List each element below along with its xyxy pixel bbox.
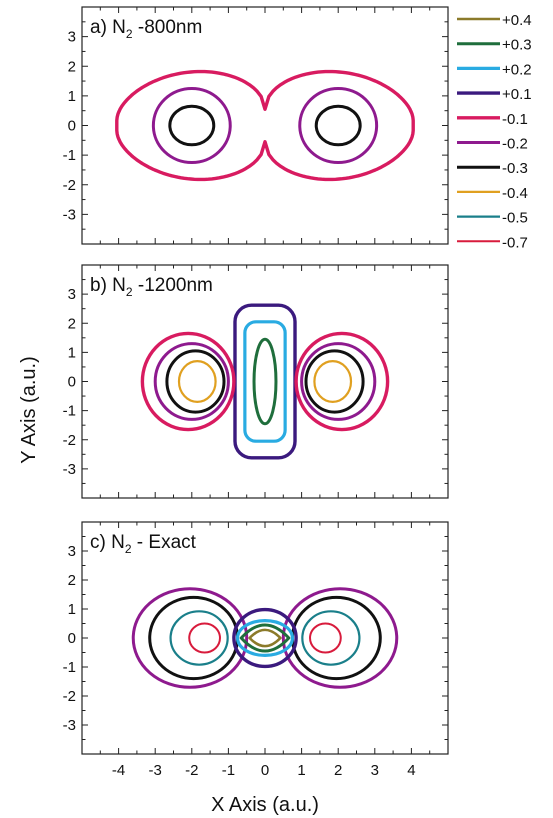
- contour-plus0-3: [252, 337, 278, 426]
- legend-label: +0.2: [502, 61, 532, 78]
- contour-plus0-3: [239, 623, 291, 653]
- y-tick-label: 1: [68, 344, 76, 361]
- panel-title-rest: - Exact: [132, 532, 197, 553]
- contour-minus0-2: [300, 342, 377, 421]
- contour-minus0-3: [314, 104, 362, 147]
- x-axis-label: X Axis (a.u.): [211, 794, 319, 816]
- x-tick-label: -4: [112, 762, 125, 779]
- contour-minus0-3: [148, 595, 240, 681]
- contour-minus0-2: [153, 342, 230, 421]
- plot-frame: [81, 264, 449, 499]
- y-tick-label: -1: [63, 403, 76, 420]
- panel-title: c) N2 - Exact: [90, 532, 197, 556]
- x-tick-label: 1: [297, 762, 305, 779]
- panel-title-rest: -800nm: [133, 17, 203, 38]
- panel-title-subscript: 2: [126, 27, 133, 41]
- y-tick-label: -2: [63, 177, 76, 194]
- contour-minus0-5: [301, 610, 361, 666]
- legend-label: -0.4: [502, 185, 528, 202]
- y-tick-label: -3: [63, 206, 76, 223]
- panel-title: a) N2 -800nm: [90, 17, 202, 41]
- contour-minus0-4: [177, 360, 217, 403]
- contour-minus0-3: [304, 349, 365, 414]
- plot-frame: [81, 6, 449, 245]
- legend-label: -0.1: [502, 111, 528, 128]
- contour-plus0-1: [232, 607, 298, 669]
- y-tick-label: 1: [68, 601, 76, 618]
- contour-minus0-7: [309, 622, 342, 654]
- panel-title-label: c) N: [90, 532, 125, 553]
- contour-minus0-1: [140, 331, 236, 432]
- contour-plus0-4: [248, 628, 282, 648]
- y-tick-label: -2: [63, 688, 76, 705]
- y-tick-label: 0: [68, 374, 76, 391]
- y-tick-label: 0: [68, 118, 76, 135]
- x-tick-label: 4: [407, 762, 415, 779]
- y-tick-label: 3: [68, 29, 76, 46]
- y-tick-label: 1: [68, 88, 76, 105]
- x-tick-label: -1: [222, 762, 235, 779]
- y-tick-label: -1: [63, 659, 76, 676]
- legend-label: -0.3: [502, 160, 528, 177]
- y-tick-label: 2: [68, 315, 76, 332]
- contour-minus0-2: [151, 86, 232, 165]
- legend-label: +0.4: [502, 12, 532, 29]
- contour-minus0-3: [168, 104, 216, 147]
- x-tick-label: 0: [261, 762, 269, 779]
- panel-title-label: b) N: [90, 275, 126, 296]
- y-tick-label: 2: [68, 58, 76, 75]
- legend-label: -0.7: [502, 234, 528, 251]
- y-tick-label: 2: [68, 572, 76, 589]
- legend: +0.4 +0.3 +0.2 +0.1 -0.1 -0.2 -0.3 -0.4 -0.5 -0.7: [457, 12, 532, 251]
- panel-title-subscript: 2: [125, 542, 132, 556]
- contour-plus0-2: [235, 618, 295, 657]
- x-tick-label: -3: [149, 762, 162, 779]
- contour-plus0-2: [243, 320, 287, 443]
- y-tick-label: 3: [68, 543, 76, 560]
- legend-label: -0.5: [502, 210, 528, 227]
- contour-minus0-2: [281, 587, 399, 689]
- panel-title-subscript: 2: [126, 285, 133, 299]
- plot-frame: [81, 521, 449, 755]
- y-tick-label: 3: [68, 286, 76, 303]
- y-tick-label: -3: [63, 717, 76, 734]
- y-tick-label: -3: [63, 461, 76, 478]
- legend-label: +0.3: [502, 37, 532, 54]
- x-tick-label: -2: [185, 762, 198, 779]
- contour-minus0-4: [313, 360, 353, 403]
- contour-minus0-2: [131, 587, 249, 689]
- contour-minus0-3: [290, 595, 382, 681]
- y-tick-label: -2: [63, 432, 76, 449]
- contour-minus0-1: [115, 69, 415, 182]
- contour-minus0-5: [169, 610, 229, 666]
- contour-minus0-2: [298, 86, 379, 165]
- contour-minus0-7: [188, 622, 221, 654]
- y-tick-label: 0: [68, 630, 76, 647]
- x-tick-label: 3: [371, 762, 379, 779]
- panel-title: b) N2 -1200nm: [90, 275, 213, 299]
- legend-label: +0.1: [502, 86, 532, 103]
- contour-minus0-1: [294, 331, 390, 432]
- panel-title-label: a) N: [90, 17, 126, 38]
- y-tick-label: -1: [63, 147, 76, 164]
- legend-label: -0.2: [502, 136, 528, 153]
- panel-title-rest: -1200nm: [133, 275, 213, 296]
- contour-minus0-3: [165, 349, 226, 414]
- y-axis-label: Y Axis (a.u.): [18, 356, 40, 463]
- x-tick-label: 2: [334, 762, 342, 779]
